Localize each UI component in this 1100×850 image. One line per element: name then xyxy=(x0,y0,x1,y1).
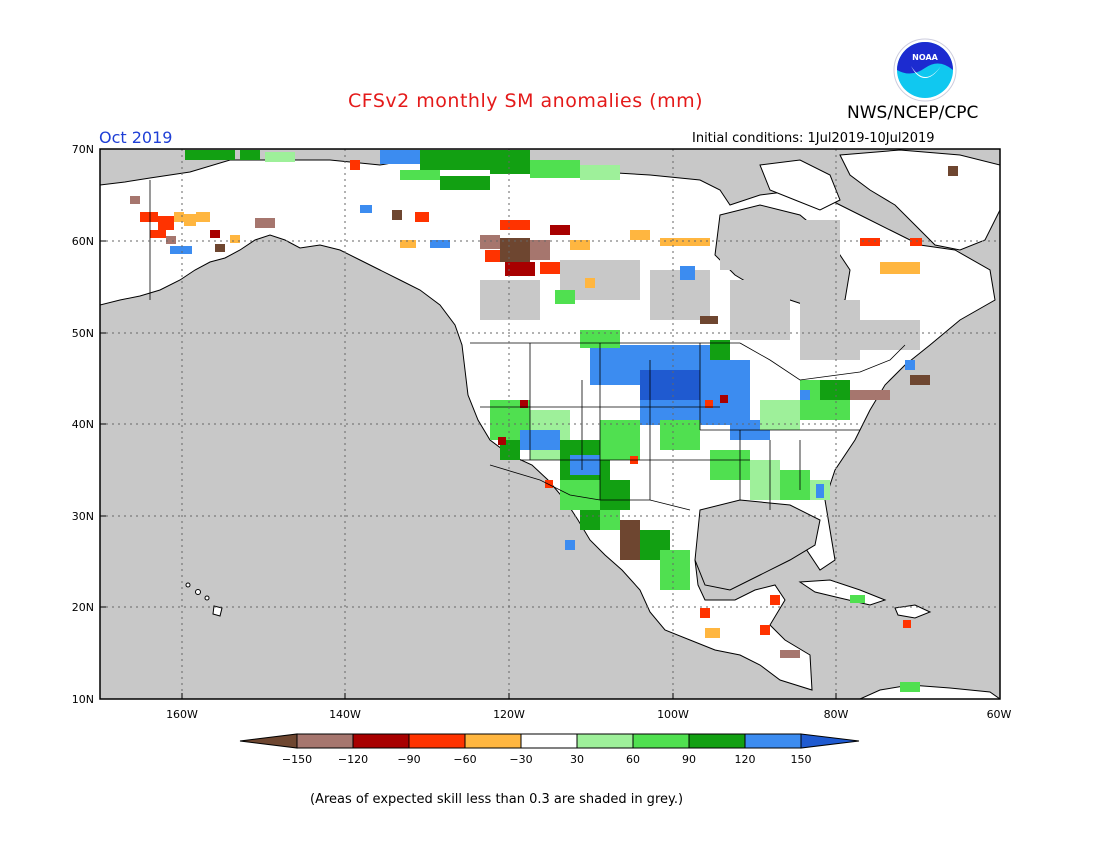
lon-label: 80W xyxy=(824,708,849,721)
legend-swatch xyxy=(632,733,690,749)
lon-axis: 160W 140W 120W 100W 80W 60W xyxy=(166,693,1012,721)
legend-tick-label: 60 xyxy=(626,753,640,766)
legend-swatch xyxy=(520,733,578,749)
legend-swatch xyxy=(408,733,466,749)
lat-label: 20N xyxy=(72,601,94,614)
legend-tick-label: −120 xyxy=(338,753,368,766)
legend-tick-label: 150 xyxy=(791,753,812,766)
lat-label: 50N xyxy=(72,327,94,340)
legend-swatch-low xyxy=(239,733,298,749)
noaa-logo: NOAA xyxy=(893,38,957,102)
forecast-month: Oct 2019 xyxy=(99,128,173,147)
legend-tick-label: −150 xyxy=(282,753,312,766)
map-title: CFSv2 monthly SM anomalies (mm) xyxy=(348,90,704,112)
initial-conditions: Initial conditions: 1Jul2019-10Jul2019 xyxy=(692,131,935,146)
legend-swatch xyxy=(688,733,746,749)
lat-axis: 70N 60N 50N 40N 30N 20N 10N xyxy=(72,143,106,706)
legend-swatch-high xyxy=(800,733,860,749)
skill-footnote: (Areas of expected skill less than 0.3 a… xyxy=(310,792,684,807)
lat-label: 10N xyxy=(72,693,94,706)
greenland-land xyxy=(839,149,1000,251)
hispaniola xyxy=(894,604,932,619)
lat-label: 40N xyxy=(72,418,94,431)
lat-label: 70N xyxy=(72,143,94,156)
noaa-logo-graphic: NOAA xyxy=(893,38,957,102)
legend-swatch xyxy=(296,733,354,749)
legend-swatch xyxy=(576,733,634,749)
lon-label: 60W xyxy=(987,708,1012,721)
legend-tick-label: −90 xyxy=(397,753,420,766)
legend-tick-label: −30 xyxy=(509,753,532,766)
lat-label: 30N xyxy=(72,510,94,523)
legend-tick-label: 30 xyxy=(570,753,584,766)
south-america-land xyxy=(859,684,1000,699)
lon-label: 120W xyxy=(493,708,525,721)
gulf-of-mexico xyxy=(694,499,821,591)
political-borders xyxy=(149,180,906,511)
lon-label: 140W xyxy=(329,708,361,721)
legend-tick-label: −60 xyxy=(453,753,476,766)
anomaly-cells xyxy=(130,150,958,692)
agency-label: NWS/NCEP/CPC xyxy=(847,103,979,123)
graticule xyxy=(100,149,1000,699)
logo-text: NOAA xyxy=(912,53,938,62)
lon-label: 160W xyxy=(166,708,198,721)
color-legend: −150 −120 −90 −60 −30 30 60 90 120 150 xyxy=(239,733,860,766)
hawaii-islands xyxy=(185,582,223,617)
legend-tick-label: 90 xyxy=(682,753,696,766)
lon-label: 100W xyxy=(657,708,689,721)
baffin-island xyxy=(759,159,841,211)
legend-swatch xyxy=(352,733,410,749)
lat-label: 60N xyxy=(72,235,94,248)
legend-tick-label: 120 xyxy=(735,753,756,766)
legend-swatch xyxy=(464,733,522,749)
legend-swatch xyxy=(744,733,802,749)
